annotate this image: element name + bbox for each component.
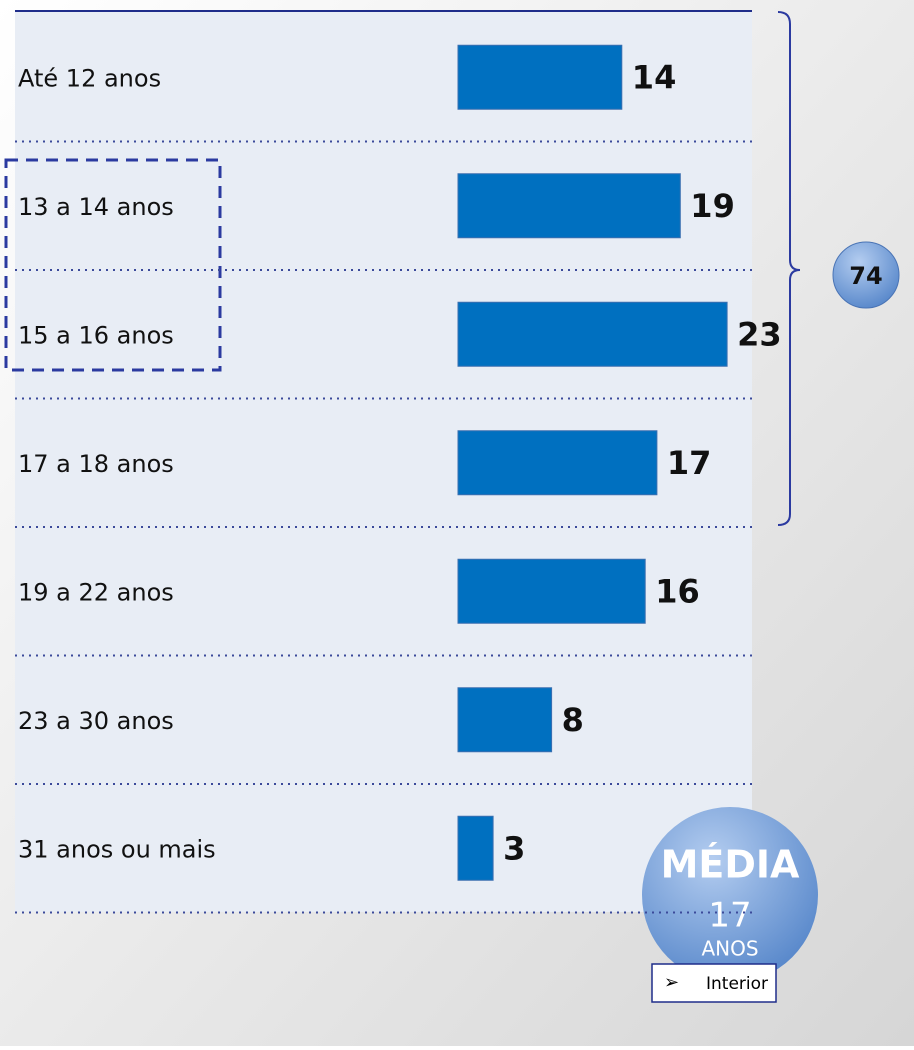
bar [457,558,646,624]
mean-title: MÉDIA [661,843,800,887]
brace [777,11,801,526]
mean-unit: ANOS [701,937,758,961]
highlight-box [4,158,222,372]
category-label: 23 a 30 anos [18,707,174,735]
value-label: 16 [655,572,700,610]
category-label: 31 anos ou mais [18,835,216,863]
category-label: 17 a 18 anos [18,450,174,478]
mean-value: 17 [708,896,751,936]
mean-bubble [642,807,818,983]
value-label: 3 [503,829,525,867]
category-label: 15 a 16 anos [18,321,174,349]
value-label: 17 [667,444,712,482]
bar [457,430,658,496]
bar [457,301,728,367]
total-label: 74 [849,262,882,290]
bar [457,173,681,239]
category-label: 19 a 22 anos [18,578,174,606]
legend-label: Interior [706,974,768,994]
bar [457,44,623,110]
bar [457,815,494,881]
value-label: 8 [562,701,584,739]
value-label: 23 [737,315,782,353]
value-label: 19 [690,187,735,225]
category-label: 13 a 14 anos [18,193,174,221]
value-label: 14 [632,58,677,96]
category-label: Até 12 anos [18,64,161,92]
bar [457,687,553,753]
legend-box [651,963,777,1003]
total-bubble [832,241,900,309]
legend-arrow: ➢ [664,972,679,993]
